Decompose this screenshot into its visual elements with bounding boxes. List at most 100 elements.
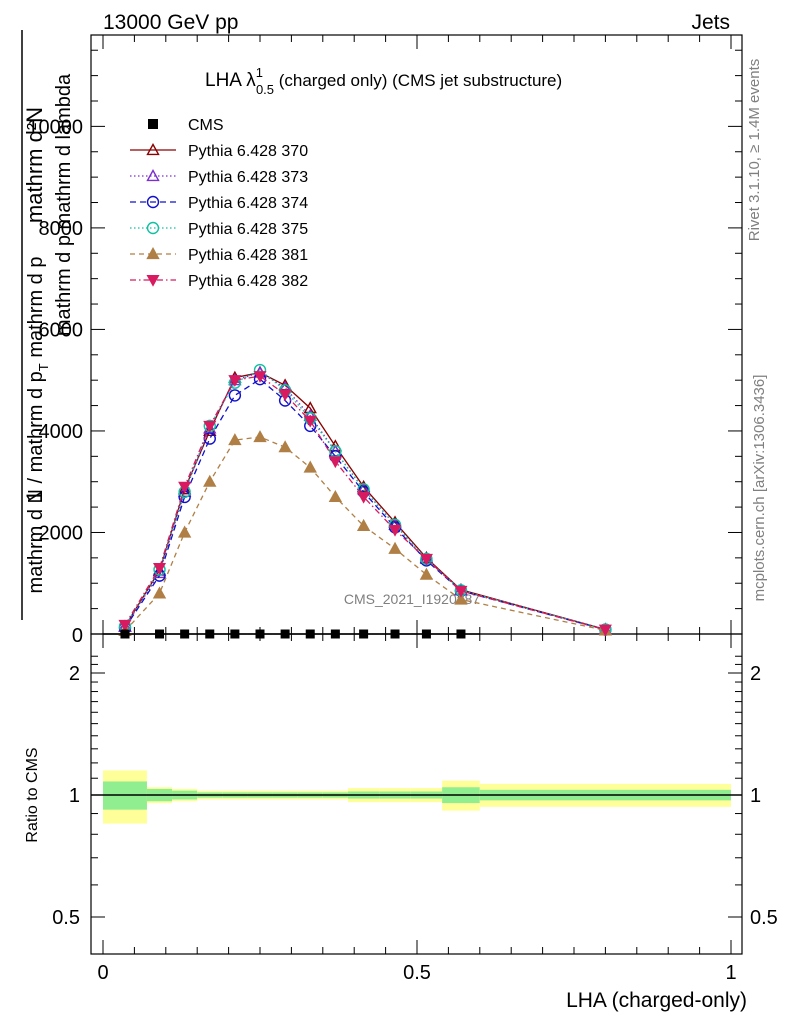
data-point xyxy=(356,518,371,531)
data-point xyxy=(328,489,343,503)
legend-label: CMS xyxy=(188,117,224,134)
legend-marker xyxy=(146,221,160,235)
legend-item-6: Pythia 6.428 382 xyxy=(130,273,308,290)
ratio-uncertainty-bands xyxy=(103,770,731,824)
legend-marker xyxy=(146,247,160,260)
legend-marker xyxy=(146,275,160,287)
legend-item-cms: CMS xyxy=(148,117,224,134)
data-point xyxy=(177,482,192,495)
plot-title: LHA λ1 0.5 (charged only) (CMS jet substr… xyxy=(205,65,562,97)
x-tick-label: 0.5 xyxy=(403,962,431,984)
legend: CMS Pythia 6.428 370 Pythia 6.428 373 Pythi… xyxy=(130,117,308,290)
header-process: 13000 GeV pp xyxy=(103,11,238,34)
cms-point xyxy=(230,629,240,639)
legend-marker xyxy=(148,119,158,129)
data-point xyxy=(118,619,132,632)
data-point xyxy=(598,624,612,637)
x-axis-label: LHA (charged-only) xyxy=(566,989,747,1012)
legend-label: Pythia 6.428 374 xyxy=(188,195,308,212)
cms-point xyxy=(359,629,369,639)
cms-point xyxy=(305,629,315,639)
cms-point xyxy=(456,629,466,639)
legend-marker xyxy=(146,143,160,156)
legend-item-1: Pythia 6.428 370 xyxy=(130,143,308,160)
y-label-top-denominator: mathrm d p mathrm d lambda xyxy=(53,73,75,336)
data-point xyxy=(228,433,242,446)
data-point xyxy=(388,541,402,554)
cms-point xyxy=(280,629,290,639)
cms-point xyxy=(255,629,265,639)
y-label-top-numerator: mathrm d²N xyxy=(22,107,47,223)
data-point xyxy=(303,415,317,428)
data-point xyxy=(278,389,292,402)
series-layer xyxy=(118,363,613,637)
y-tick-labels: 2000 4000 6000 8000 10000 0 xyxy=(27,116,83,647)
header-category: Jets xyxy=(691,11,730,34)
rivet-version-text: Rivet 3.1.10, ≥ 1.4M events xyxy=(746,59,763,242)
legend-marker xyxy=(146,169,160,182)
data-point xyxy=(152,566,167,579)
legend-marker xyxy=(146,195,160,209)
cms-point xyxy=(390,629,400,639)
ratio-tick-label-right: 2 xyxy=(750,663,761,685)
data-point xyxy=(388,524,402,537)
data-point xyxy=(228,389,242,402)
analysis-watermark: CMS_2021_I1920187 xyxy=(344,591,480,607)
y-axis-label: 1 mathrm d²N mathrm d p mathrm d lambda … xyxy=(21,30,75,620)
data-point xyxy=(228,375,242,387)
y-tick-label: 6000 xyxy=(39,319,84,341)
y-label-denominator: mathrm d N / mathrm d pT mathrm d p xyxy=(25,257,51,594)
series-6 xyxy=(118,371,612,637)
data-point xyxy=(253,371,267,383)
y-label-numerator: 1 xyxy=(22,490,47,502)
legend-item-2: Pythia 6.428 373 xyxy=(130,169,308,186)
legend-label: Pythia 6.428 373 xyxy=(188,169,308,186)
ratio-tick-labels: 0.5 1 2 0.5 1 2 xyxy=(52,663,778,929)
x-tick-label: 0 xyxy=(97,962,108,984)
cms-point xyxy=(180,629,190,639)
ratio-tick-label-right: 0.5 xyxy=(750,907,778,929)
data-point xyxy=(203,420,217,433)
mcplots-credit-text: mcplots.cern.ch [arXiv:1306.3436] xyxy=(751,375,768,602)
data-point xyxy=(454,592,468,605)
data-point xyxy=(357,491,371,504)
ratio-tick-label-right: 1 xyxy=(750,785,761,807)
data-point xyxy=(328,444,343,457)
series-line xyxy=(124,378,606,631)
data-point xyxy=(153,563,167,575)
legend-item-3: Pythia 6.428 374 xyxy=(130,195,308,212)
data-point xyxy=(203,474,217,487)
y-tick-label: 2000 xyxy=(39,522,84,544)
legend-item-4: Pythia 6.428 375 xyxy=(130,221,308,238)
cms-point xyxy=(205,629,215,639)
data-point xyxy=(178,481,192,494)
y-tick-label: 10000 xyxy=(27,116,83,138)
axis-ticks xyxy=(91,35,742,954)
cms-point xyxy=(120,629,130,639)
legend-label: Pythia 6.428 381 xyxy=(188,247,308,264)
data-point xyxy=(177,525,192,538)
x-tick-labels: 0 0.5 1 xyxy=(97,962,736,984)
ratio-axis-label: Ratio to CMS xyxy=(24,747,41,842)
series-line xyxy=(124,371,606,631)
legend-label: Pythia 6.428 382 xyxy=(188,273,308,290)
data-point xyxy=(253,430,267,443)
y-tick-label: 4000 xyxy=(39,421,84,443)
data-point xyxy=(152,586,167,599)
data-point xyxy=(454,585,468,598)
data-point xyxy=(328,456,342,469)
data-point xyxy=(419,553,433,566)
cms-point xyxy=(330,629,340,639)
cms-data-layer xyxy=(103,629,480,639)
x-tick-label: 1 xyxy=(725,962,736,984)
data-point xyxy=(419,567,434,580)
ratio-tick-label: 1 xyxy=(69,785,80,807)
y-tick-label: 0 xyxy=(72,625,83,647)
series-5 xyxy=(118,430,613,637)
series-line xyxy=(124,436,606,632)
ratio-tick-label: 2 xyxy=(69,663,80,685)
ratio-tick-label: 0.5 xyxy=(52,907,80,929)
legend-item-5: Pythia 6.428 381 xyxy=(130,247,308,264)
legend-label: Pythia 6.428 375 xyxy=(188,221,308,238)
